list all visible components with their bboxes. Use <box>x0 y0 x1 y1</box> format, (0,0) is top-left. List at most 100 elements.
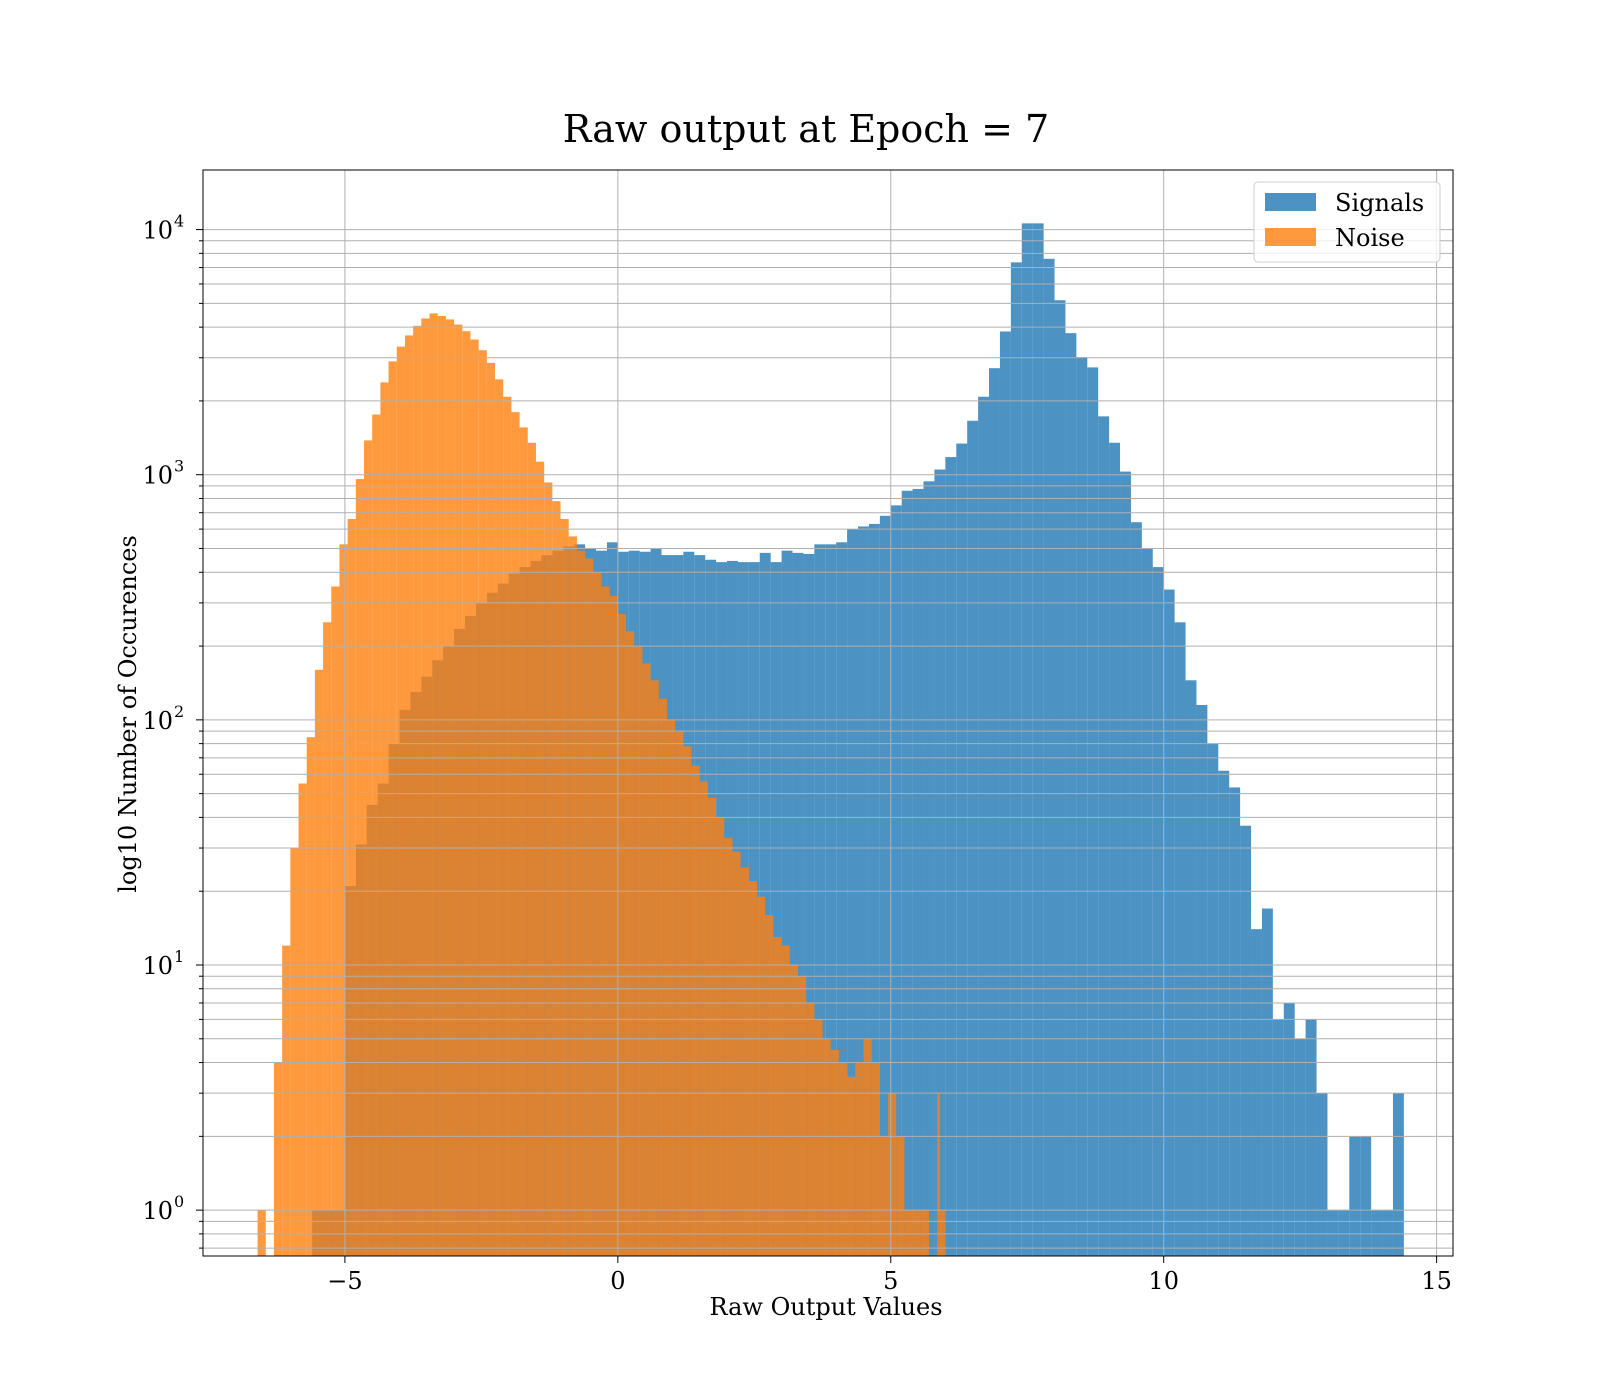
legend: Signals Noise <box>1253 181 1441 263</box>
signals-bar <box>770 562 782 1256</box>
noise-bar <box>519 427 528 1256</box>
noise-bar <box>757 896 766 1256</box>
x-tick-label: 15 <box>1421 1267 1452 1295</box>
y-tick-exponent: 4 <box>174 212 184 231</box>
noise-bar <box>691 765 700 1256</box>
y-tick-label: 10 <box>142 952 173 980</box>
noise-bar <box>666 719 676 1256</box>
noise-bar <box>470 339 479 1256</box>
signals-bar <box>781 550 793 1256</box>
signals-bar <box>1185 680 1197 1256</box>
signals-bar <box>890 505 902 1257</box>
noise-bar <box>486 362 496 1257</box>
noise-bar <box>658 698 667 1256</box>
noise-bar <box>789 965 798 1256</box>
x-axis-label: Raw Output Values <box>709 1293 942 1321</box>
noise-bars <box>257 313 946 1257</box>
signals-bar <box>803 553 815 1256</box>
signals-bar <box>868 523 880 1256</box>
signals-bar <box>825 544 837 1256</box>
noise-bar <box>429 313 438 1256</box>
signals-bar <box>1174 622 1186 1256</box>
signals-bar <box>814 544 826 1256</box>
noise-bar <box>617 614 627 1256</box>
signals-bar <box>1120 471 1131 1256</box>
noise-bar <box>871 1062 880 1256</box>
noise-bar <box>838 1062 848 1256</box>
noise-bar <box>413 325 422 1256</box>
noise-bar <box>560 518 569 1256</box>
chart-title: Raw output at Epoch = 7 <box>563 107 1049 151</box>
signals-bar <box>1338 1210 1350 1256</box>
noise-bar <box>904 1210 913 1256</box>
noise-bar <box>404 335 414 1256</box>
noise-bar <box>650 680 659 1256</box>
signals-bar <box>1349 1136 1361 1256</box>
signals-bar <box>1152 567 1164 1256</box>
noise-bar <box>765 914 774 1256</box>
noise-bar <box>699 781 708 1256</box>
signals-bar <box>901 490 913 1256</box>
noise-bar <box>421 318 430 1256</box>
plot-frame <box>202 169 1454 1257</box>
signals-bar <box>1141 548 1153 1256</box>
signals-bar <box>934 469 946 1256</box>
y-tick-label: 10 <box>142 462 173 490</box>
signals-bar <box>1382 1210 1393 1256</box>
y-axis-label: log10 Number of Occurences <box>114 535 142 893</box>
noise-bar <box>912 1210 921 1256</box>
noise-bar <box>437 316 446 1256</box>
noise-bar <box>282 945 291 1256</box>
signals-bar <box>1327 1210 1339 1256</box>
noise-bar <box>380 382 389 1256</box>
noise-bar <box>855 1062 864 1256</box>
noise-bar <box>503 396 512 1256</box>
signals-bar <box>1054 300 1066 1257</box>
noise-bar <box>593 572 602 1256</box>
signals-bar <box>1207 743 1219 1256</box>
noise-bar <box>585 558 594 1256</box>
noise-bar <box>257 1210 266 1256</box>
noise-bar <box>920 1210 929 1256</box>
noise-bar <box>781 945 790 1256</box>
noise-bar <box>740 867 749 1256</box>
noise-bar <box>634 646 643 1256</box>
noise-bar <box>601 586 610 1256</box>
signals-bar <box>1218 770 1230 1256</box>
y-tick-exponent: 3 <box>174 457 184 476</box>
noise-bar <box>863 1038 872 1256</box>
noise-bar <box>939 1210 946 1256</box>
signals-bar <box>1392 1093 1404 1256</box>
noise-bar <box>724 837 733 1256</box>
noise-bar <box>683 746 692 1256</box>
legend-label-noise: Noise <box>1335 224 1405 252</box>
signals-bar <box>1098 416 1110 1256</box>
y-tick-label: 10 <box>142 1197 173 1225</box>
legend-label-signals: Signals <box>1335 189 1424 217</box>
noise-bar <box>847 1076 856 1256</box>
signals-bar <box>1109 442 1121 1256</box>
signals-bar <box>1272 1019 1284 1256</box>
noise-bar <box>355 479 365 1256</box>
y-tick-exponent: 0 <box>174 1192 184 1211</box>
signals-bar <box>1316 1093 1328 1256</box>
y-tick-exponent: 1 <box>174 947 184 966</box>
signals-bar <box>1130 522 1142 1256</box>
noise-bar <box>773 937 782 1256</box>
signals-bar <box>1163 589 1175 1256</box>
x-axis: −5 0 5 10 15 <box>327 1256 1452 1295</box>
noise-bar <box>732 851 741 1256</box>
signals-bar <box>1021 223 1033 1256</box>
signals-bar <box>1076 357 1088 1256</box>
signals-bar <box>1032 223 1044 1256</box>
legend-swatch-signals <box>1265 193 1316 211</box>
noise-bar <box>896 1136 905 1256</box>
noise-bar <box>314 669 324 1256</box>
signals-bar <box>1010 262 1022 1256</box>
signals-bar <box>879 515 891 1256</box>
y-tick-label: 10 <box>142 217 173 245</box>
grid-lines <box>203 170 1453 1256</box>
x-tick-label: 10 <box>1148 1267 1179 1295</box>
signals-bar <box>956 443 968 1256</box>
